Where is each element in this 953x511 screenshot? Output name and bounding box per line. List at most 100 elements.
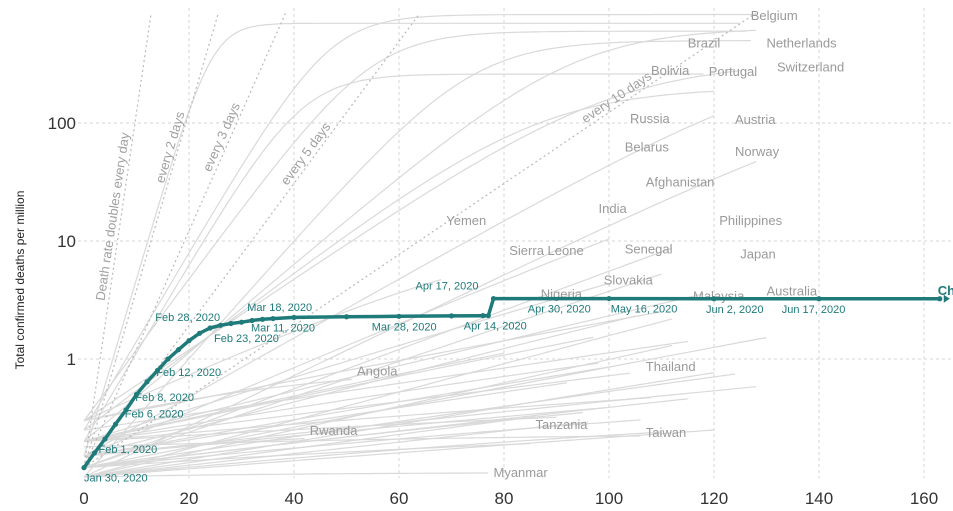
china-point (175, 347, 182, 353)
china-series-label: Chin (938, 283, 953, 298)
china-point (186, 338, 192, 344)
china-point (112, 421, 119, 427)
country-label: Senegal (625, 242, 673, 257)
china-line (82, 296, 940, 469)
china-point (207, 325, 213, 331)
country-line (83, 411, 583, 469)
country-line (83, 318, 673, 478)
country-label: India (599, 201, 628, 216)
china-point (937, 296, 943, 302)
country-label: Bolivia (651, 63, 690, 78)
china-point (711, 296, 717, 302)
country-line (83, 472, 489, 478)
date-annotation: Mar 18, 2020 (247, 302, 312, 314)
country-label: Philippines (719, 213, 782, 228)
china-point (238, 319, 245, 325)
country-label: Taiwan (646, 425, 686, 440)
country-line (83, 22, 741, 457)
reference-line (83, 12, 421, 469)
china-point (154, 367, 161, 374)
date-annotation: Jun 2, 2020 (706, 304, 764, 316)
y-axis-label: Total confirmed deaths per million (13, 191, 27, 370)
date-annotation: May 16, 2020 (611, 304, 678, 316)
reference-line-label: every 2 days (152, 109, 187, 184)
country-line (83, 90, 715, 431)
country-line (83, 365, 615, 457)
country-label: Angola (357, 363, 398, 378)
x-tick-label: 60 (390, 489, 409, 508)
china-point (270, 315, 276, 322)
china-point (217, 322, 224, 328)
y-tick-label: 1 (67, 350, 76, 369)
country-line (83, 352, 505, 443)
china-point (490, 295, 497, 302)
country-label: Afghanistan (646, 174, 715, 189)
date-annotation: Feb 23, 2020 (214, 333, 279, 345)
china-point (249, 317, 255, 324)
country-line (83, 382, 568, 457)
country-line (83, 442, 531, 469)
x-tick-label: 20 (180, 489, 199, 508)
reference-line (83, 13, 219, 468)
china-point (343, 314, 350, 320)
x-tick-label: 0 (79, 489, 88, 508)
country-label: Belarus (625, 140, 670, 155)
country-label: Netherlands (767, 36, 838, 51)
china-point (396, 313, 402, 319)
date-annotation: Apr 30, 2020 (528, 304, 591, 316)
date-annotation: Apr 14, 2020 (464, 321, 527, 333)
country-label: Russia (630, 111, 671, 126)
country-line (83, 416, 557, 443)
country-label: Malaysia (693, 289, 745, 304)
date-annotations: Jan 30, 2020 Feb 1, 2020 Feb 6, 2020 Feb 8,… (84, 281, 845, 485)
country-line (83, 406, 610, 457)
date-annotation: Mar 11, 2020 (251, 322, 315, 334)
grid (78, 8, 953, 478)
country-label: Austria (735, 112, 776, 127)
x-tick-label: 160 (910, 489, 938, 508)
china-point (133, 391, 140, 398)
china-point (165, 356, 171, 362)
country-label: Thailand (646, 359, 696, 374)
x-tick-label: 40 (285, 489, 304, 508)
country-label: Japan (740, 247, 775, 262)
china-point (81, 465, 87, 471)
date-annotation: Mar 28, 2020 (372, 322, 437, 334)
country-line (83, 315, 636, 457)
china-point (123, 407, 129, 413)
country-label: Australia (767, 284, 818, 299)
china-point (228, 320, 234, 327)
country-line (83, 431, 662, 478)
china-point (144, 379, 150, 385)
country-line (83, 336, 594, 443)
country-line (83, 282, 610, 443)
country-line (83, 279, 442, 422)
country-line (83, 429, 715, 478)
reference-line (83, 12, 756, 469)
date-annotation: Jan 30, 2020 (84, 473, 148, 485)
country-label: Belgium (751, 8, 798, 23)
date-annotation: Feb 12, 2020 (156, 367, 221, 379)
country-line (83, 39, 751, 478)
country-line (83, 70, 741, 422)
x-axis-ticks: 0 20 40 60 80 100 120 140 160 (79, 489, 938, 508)
china-point (606, 295, 612, 302)
country-line (83, 238, 610, 457)
date-annotation: Jun 17, 2020 (782, 304, 846, 316)
china-point (291, 314, 297, 321)
country-label: Tanzania (536, 417, 589, 432)
country-line (83, 421, 589, 478)
china-point (91, 450, 98, 456)
date-annotation: Feb 8, 2020 (135, 392, 194, 404)
reference-line-label: every 3 days (199, 100, 243, 174)
doubling-reference-lines (83, 12, 756, 469)
x-tick-label: 140 (805, 489, 833, 508)
y-axis-ticks: 1 10 100 (48, 114, 76, 369)
country-label: Switzerland (777, 60, 844, 75)
x-tick-label: 100 (595, 489, 623, 508)
country-line (83, 13, 756, 431)
country-label: Portugal (709, 64, 758, 79)
country-line (83, 397, 652, 443)
country-label: Myanmar (494, 465, 549, 480)
country-label: Slovakia (604, 273, 654, 288)
